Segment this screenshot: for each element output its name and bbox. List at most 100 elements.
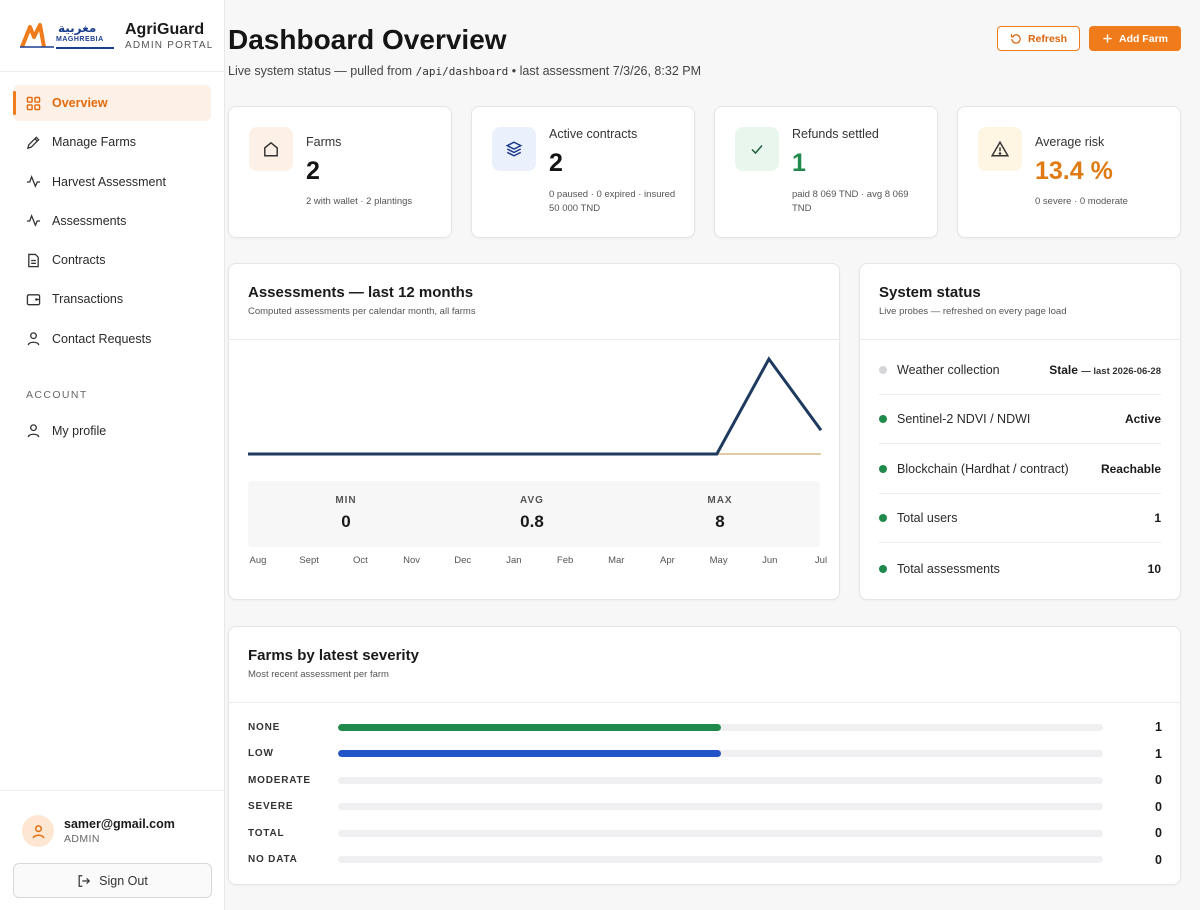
- sidebar-item-label: My profile: [52, 423, 107, 438]
- stat-label: Farms: [306, 135, 342, 149]
- sidebar-item-assessments[interactable]: Assessments: [13, 203, 211, 239]
- severity-label: NO DATA: [248, 854, 298, 865]
- status-dot-stale: [879, 366, 887, 374]
- x-tick-label: Aug: [249, 555, 267, 566]
- status-name: Total users: [897, 511, 958, 525]
- severity-count: 1: [1155, 746, 1162, 761]
- sidebar-item-label: Contracts: [52, 253, 106, 268]
- severity-row: MODERATE 0: [248, 767, 1162, 793]
- sign-out-button[interactable]: Sign Out: [13, 863, 212, 898]
- page-subtitle: Live system status — pulled from /api/da…: [228, 64, 701, 78]
- sidebar-divider: [0, 790, 224, 791]
- brand-text: AgriGuard ADMIN PORTAL: [125, 21, 214, 51]
- stat-note: 0 paused · 0 expired · insured 50 000 TN…: [549, 189, 676, 214]
- refresh-label: Refresh: [1027, 32, 1068, 45]
- sidebar-item-label: Manage Farms: [52, 135, 137, 150]
- logo-mark-icon: [20, 22, 54, 48]
- avatar: [22, 815, 54, 847]
- warning-icon: [978, 127, 1022, 171]
- add-farm-button[interactable]: Add Farm: [1089, 26, 1181, 51]
- severity-row: NONE 1: [248, 714, 1162, 740]
- maghrebia-logo: مغربية MAGHREBIA: [20, 21, 114, 51]
- status-name: Weather collection: [897, 363, 1000, 377]
- stat-card-refunds-settled: Refunds settled 1 paid 8 069 TND · avg 8…: [714, 106, 938, 238]
- sidebar-item-contracts[interactable]: Contracts: [13, 242, 211, 278]
- max-label: MAX: [707, 495, 733, 506]
- logo-latin-text: MAGHREBIA: [56, 35, 104, 43]
- sidebar-item-my-profile[interactable]: My profile: [13, 413, 211, 449]
- brand[interactable]: مغربية MAGHREBIA AgriGuard ADMIN PORTAL: [0, 0, 224, 72]
- system-status-subtitle: Live probes — refreshed on every page lo…: [879, 306, 1067, 317]
- status-value: 10: [1147, 561, 1161, 576]
- sidebar-item-contact-requests[interactable]: Contact Requests: [13, 321, 211, 357]
- sidebar-item-label: Overview: [52, 96, 108, 110]
- sign-out-label: Sign Out: [99, 873, 148, 888]
- status-dot-ok: [879, 465, 887, 473]
- activity-icon: [25, 174, 41, 190]
- status-dot-ok: [879, 564, 887, 573]
- status-row-total-users: Total users 1: [879, 494, 1161, 543]
- severity-count: 0: [1155, 852, 1162, 867]
- chart-title: Assessments — last 12 months: [248, 284, 474, 301]
- assessments-chart-card: Assessments — last 12 months Computed as…: [228, 263, 840, 600]
- severity-label: LOW: [248, 748, 274, 759]
- wallet-icon: [25, 291, 41, 307]
- user-card: samer@gmail.com ADMIN: [13, 805, 211, 857]
- sidebar-item-transactions[interactable]: Transactions: [13, 281, 211, 317]
- sidebar-item-overview[interactable]: Overview: [13, 85, 211, 121]
- severity-count: 0: [1155, 773, 1162, 787]
- stat-value: 2: [306, 157, 320, 185]
- sidebar-item-manage-farms[interactable]: Manage Farms: [13, 124, 211, 160]
- status-value: 1: [1154, 511, 1161, 525]
- avg-stat: AVG 0.8: [472, 495, 592, 532]
- severity-card: Farms by latest severity Most recent ass…: [228, 626, 1181, 885]
- status-name: Total assessments: [897, 561, 1000, 576]
- status-value: Stale — last 2026-06-28: [1049, 363, 1161, 377]
- status-value: Active: [1124, 412, 1161, 426]
- stat-card-farms: Farms 2 2 with wallet · 2 plantings: [228, 106, 452, 238]
- logo-underline: [56, 46, 114, 49]
- x-tick-label: Oct: [352, 555, 368, 566]
- stat-note: 0 severe · 0 moderate: [1035, 196, 1128, 207]
- user-avatar-icon: [32, 824, 44, 838]
- sidebar-item-label: Transactions: [52, 292, 124, 307]
- severity-row: NO DATA 0: [248, 847, 1162, 873]
- min-value: 0: [341, 512, 351, 531]
- x-tick-label: May: [709, 555, 728, 566]
- api-endpoint: /api/dashboard: [415, 65, 509, 78]
- max-value: 8: [715, 512, 725, 531]
- max-stat: MAX 8: [660, 495, 780, 532]
- severity-label: NONE: [248, 721, 281, 733]
- stat-value: 2: [549, 149, 563, 177]
- brand-name: AgriGuard: [125, 20, 205, 38]
- sign-out-icon: [77, 874, 91, 888]
- status-row-blockchain: Blockchain (Hardhat / contract) Reachabl…: [879, 445, 1161, 494]
- severity-track: [338, 723, 1103, 731]
- sidebar-nav: Overview Manage Farms Harvest Assessment…: [0, 72, 224, 449]
- series-line: [248, 356, 823, 456]
- pencil-icon: [25, 134, 41, 150]
- sidebar-item-label: Harvest Assessment: [52, 174, 166, 189]
- grid-icon: [25, 95, 41, 111]
- chart-summary-strip: MIN 0 AVG 0.8 MAX 8: [248, 481, 820, 547]
- severity-row: SEVERE 0: [248, 794, 1162, 820]
- home-icon: [249, 127, 293, 171]
- x-tick-label: Feb: [556, 555, 574, 566]
- user-email: samer@gmail.com: [64, 817, 175, 831]
- severity-bar: [338, 723, 721, 731]
- status-dot-ok: [879, 415, 887, 423]
- sidebar-item-harvest-assessment[interactable]: Harvest Assessment: [13, 164, 211, 200]
- user-role: ADMIN: [64, 833, 100, 845]
- plus-icon: [1102, 33, 1113, 44]
- status-row-total-assessments: Total assessments 10: [879, 544, 1161, 593]
- x-tick-label: Dec: [454, 555, 472, 566]
- stat-value: 13.4 %: [1035, 157, 1113, 185]
- card-divider: [229, 702, 1180, 703]
- logo-arabic-text: مغربية: [58, 20, 97, 35]
- stat-note: paid 8 069 TND · avg 8 069 TND: [792, 189, 909, 214]
- system-status-title: System status: [879, 284, 981, 301]
- user-icon: [25, 331, 41, 347]
- sidebar-item-label: Assessments: [52, 213, 127, 228]
- refresh-button[interactable]: Refresh: [997, 26, 1080, 51]
- chart-subtitle: Computed assessments per calendar month,…: [248, 306, 476, 317]
